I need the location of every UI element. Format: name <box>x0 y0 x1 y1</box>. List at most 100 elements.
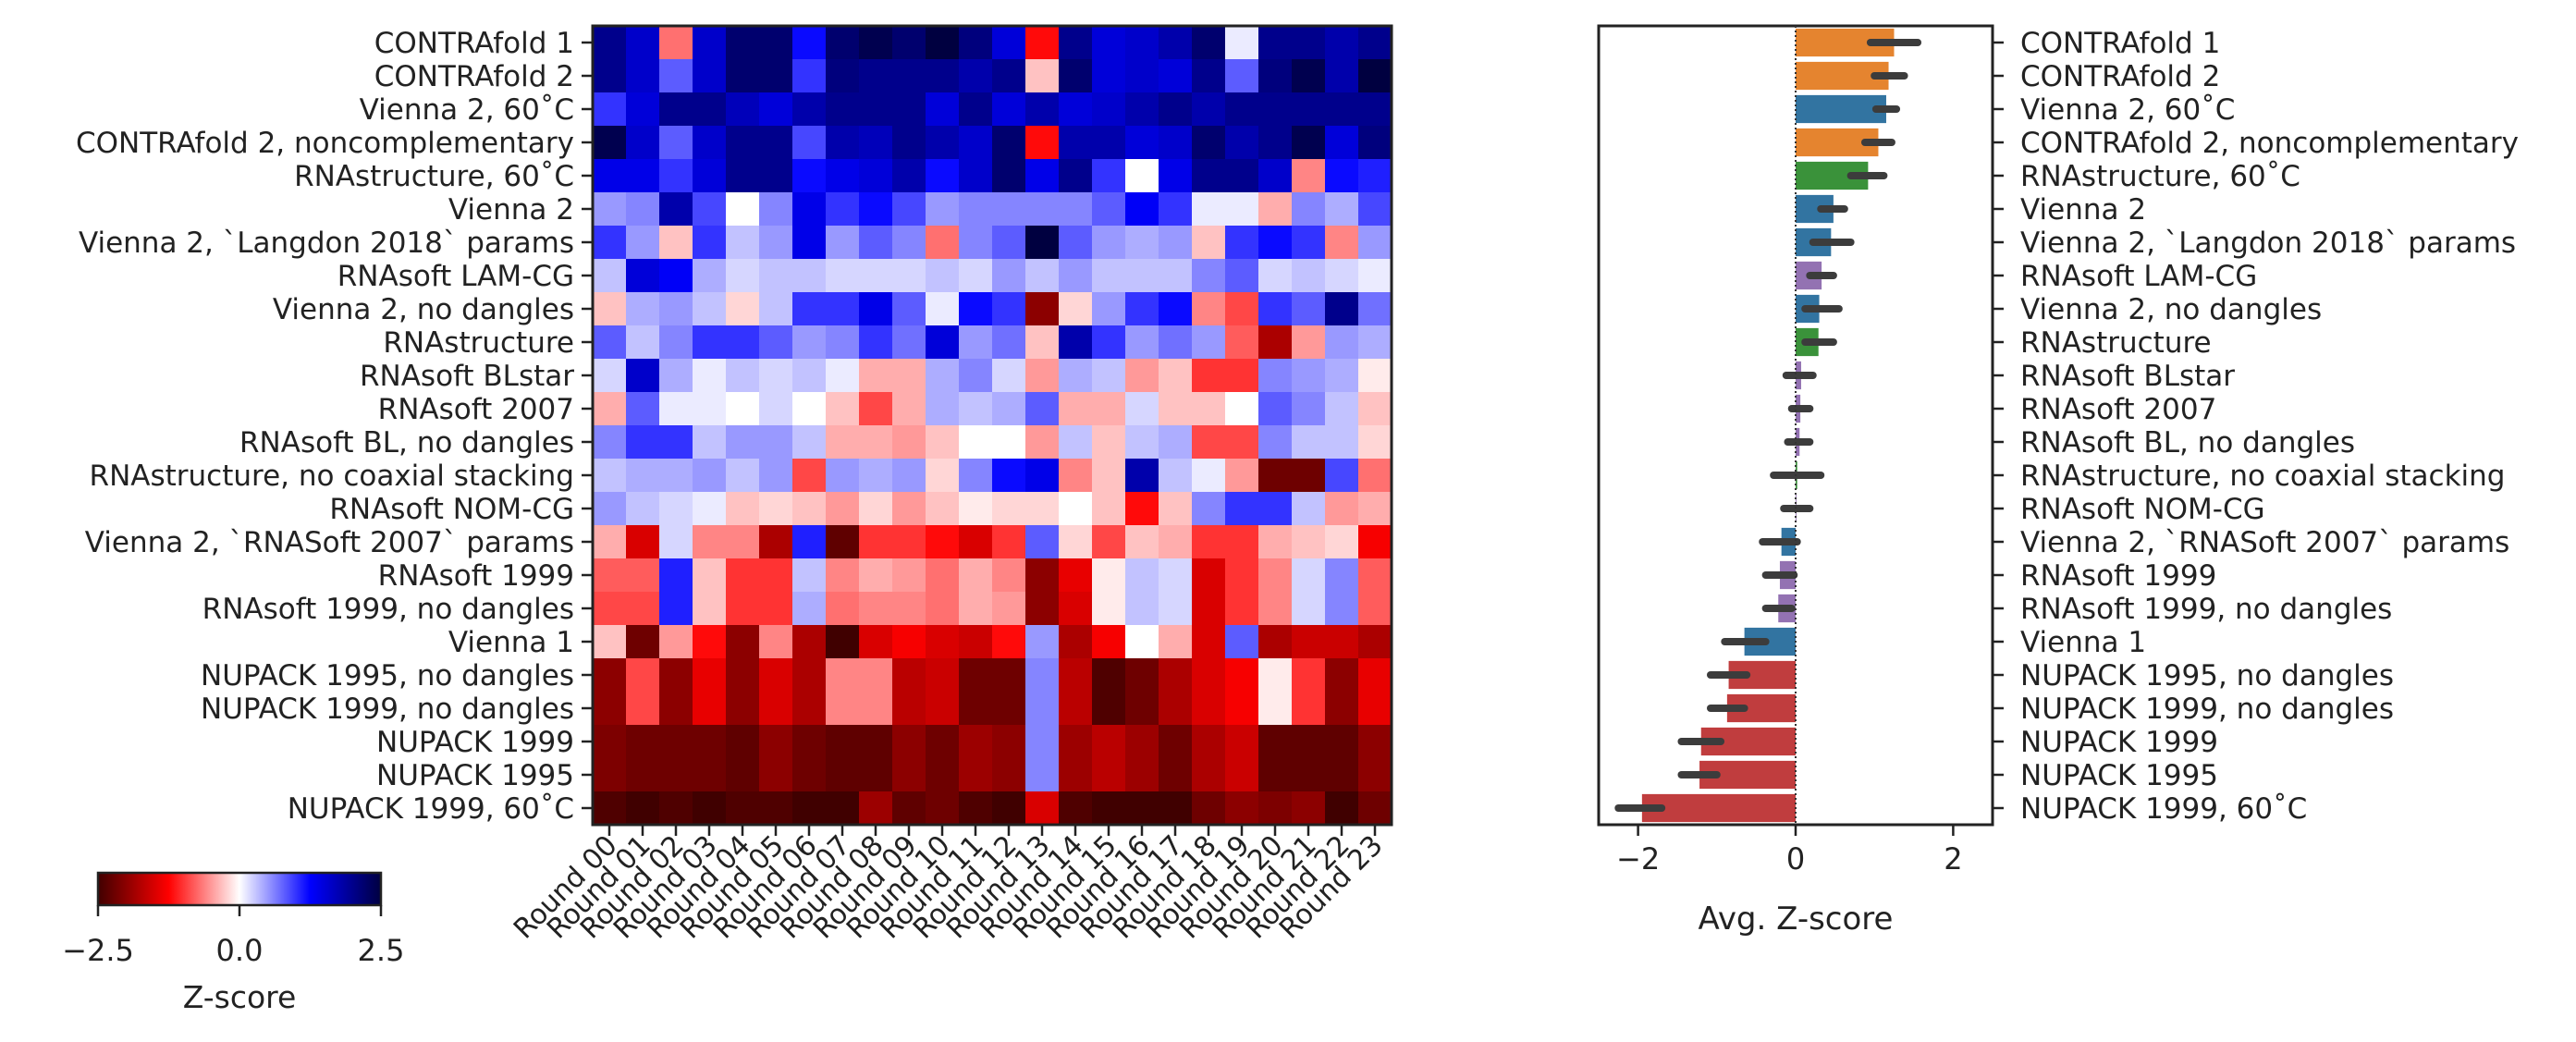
heatmap-cell <box>792 226 827 260</box>
heatmap-cell <box>693 192 727 227</box>
heatmap-cell <box>1325 525 1359 559</box>
heatmap-cell <box>693 692 727 726</box>
bar-row-label: CONTRAfold 1 <box>2020 27 2220 60</box>
heatmap-cell <box>1258 492 1293 526</box>
heatmap-cell <box>859 226 893 260</box>
heatmap-cell <box>959 392 993 426</box>
heatmap-cell <box>1292 392 1326 426</box>
heatmap-cell <box>892 192 926 227</box>
heatmap-cell <box>1258 192 1293 227</box>
bar-x-tick-label: 2 <box>1944 841 1962 877</box>
heatmap-cell <box>1358 692 1392 726</box>
heatmap-cell <box>892 226 926 260</box>
heatmap-cell <box>1025 325 1060 360</box>
heatmap-cell <box>1025 459 1060 493</box>
heatmap-cell <box>726 558 760 593</box>
heatmap-cell <box>1258 392 1293 426</box>
heatmap-cell <box>1059 59 1093 93</box>
heatmap-cell <box>659 325 693 360</box>
heatmap-cell <box>792 558 827 593</box>
heatmap-cell <box>626 259 660 293</box>
heatmap-cell <box>759 625 793 659</box>
heatmap-cell <box>992 59 1026 93</box>
heatmap-cell <box>1325 92 1359 127</box>
heatmap-cell <box>593 758 627 792</box>
heatmap-cell <box>859 159 893 193</box>
heatmap-cell <box>892 92 926 127</box>
heatmap-cell <box>892 592 926 626</box>
heatmap-cell <box>626 92 660 127</box>
bar-marks <box>1614 28 1922 823</box>
heatmap-cell <box>1125 625 1159 659</box>
heatmap-cell <box>726 192 760 227</box>
heatmap-cell <box>726 226 760 260</box>
heatmap-cell <box>1159 59 1193 93</box>
heatmap-cell <box>1325 492 1359 526</box>
heatmap-cell <box>1125 425 1159 460</box>
heatmap-cell <box>1125 725 1159 759</box>
heatmap-cell <box>959 459 993 493</box>
heatmap-row-label: RNAsoft 1999, no dangles <box>202 593 574 626</box>
heatmap-cell <box>626 592 660 626</box>
heatmap-cell <box>992 625 1026 659</box>
heatmap-cell <box>759 226 793 260</box>
heatmap-cell <box>659 26 693 60</box>
heatmap-cell <box>1025 126 1060 160</box>
heatmap-cell <box>1258 325 1293 360</box>
heatmap-cell <box>792 592 827 626</box>
heatmap-cell <box>1059 259 1093 293</box>
bar-row-label: Vienna 2, `RNASoft 2007` params <box>2020 526 2509 559</box>
heatmap-cell <box>792 525 827 559</box>
heatmap-cell <box>1125 159 1159 193</box>
heatmap-cell <box>726 492 760 526</box>
heatmap-cell <box>759 791 793 826</box>
heatmap-cell <box>859 692 893 726</box>
heatmap-cell <box>859 425 893 460</box>
heatmap-row-label: NUPACK 1999 <box>376 726 574 759</box>
heatmap-cell <box>1358 292 1392 326</box>
heatmap-cell <box>1059 492 1093 526</box>
heatmap-cell <box>1258 558 1293 593</box>
heatmap-cell <box>792 392 827 426</box>
heatmap-cell <box>859 59 893 93</box>
heatmap-cell <box>1358 359 1392 393</box>
heatmap-cell <box>826 392 860 426</box>
heatmap-cell <box>1358 26 1392 60</box>
heatmap-cell <box>1358 525 1392 559</box>
heatmap-cell <box>726 692 760 726</box>
heatmap-cell <box>1225 692 1259 726</box>
heatmap-cell <box>1358 592 1392 626</box>
heatmap-cell <box>1325 292 1359 326</box>
heatmap-cell <box>1192 425 1226 460</box>
heatmap-cell <box>593 492 627 526</box>
heatmap-cell <box>1125 592 1159 626</box>
heatmap-cell <box>1125 558 1159 593</box>
heatmap-cell <box>726 758 760 792</box>
heatmap-cell <box>826 658 860 693</box>
heatmap-cell <box>1292 692 1326 726</box>
heatmap-cell <box>926 126 960 160</box>
heatmap-cell <box>1125 26 1159 60</box>
heatmap-cell <box>1159 26 1193 60</box>
heatmap-row-label: RNAstructure, no coaxial stacking <box>90 460 574 493</box>
heatmap-cell <box>593 459 627 493</box>
bar-row-label: RNAsoft BLstar <box>2020 360 2235 393</box>
heatmap-cell <box>1159 159 1193 193</box>
heatmap-row-label: Vienna 2, `RNASoft 2007` params <box>85 526 574 559</box>
heatmap-cell <box>1192 126 1226 160</box>
heatmap-cell <box>1059 226 1093 260</box>
heatmap-cell <box>659 692 693 726</box>
heatmap-cell <box>992 126 1026 160</box>
heatmap-frame <box>591 24 1393 827</box>
heatmap-cell <box>792 625 827 659</box>
heatmap-cell <box>1092 592 1126 626</box>
heatmap-cell <box>926 791 960 826</box>
heatmap-cell <box>926 59 960 93</box>
heatmap-cell <box>659 725 693 759</box>
heatmap-cell <box>826 625 860 659</box>
heatmap-cell <box>992 791 1026 826</box>
heatmap-cell <box>826 59 860 93</box>
heatmap-cell <box>659 459 693 493</box>
heatmap-cell <box>959 192 993 227</box>
heatmap-cell <box>1059 425 1093 460</box>
